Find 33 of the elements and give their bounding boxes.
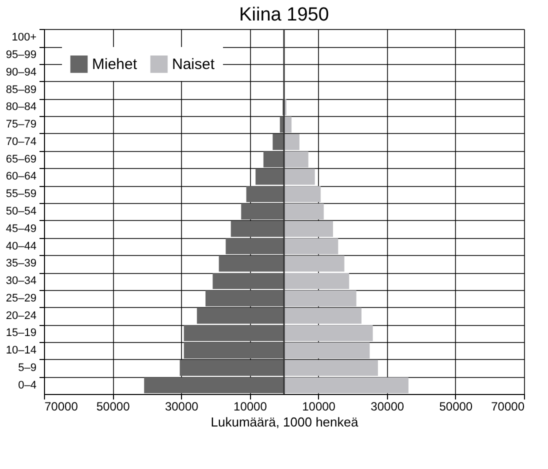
y-tick-label: 55–59 [6, 188, 36, 200]
y-tick-label: 10–14 [6, 344, 36, 357]
y-tick-label: 20–24 [6, 310, 36, 322]
x-tick-label: 30000 [370, 400, 404, 414]
y-tick-label: 70–74 [6, 136, 36, 148]
y-tick-label: 45–49 [6, 222, 36, 235]
x-tick-label: 30000 [164, 400, 199, 414]
x-tick-label: 10000 [302, 400, 336, 414]
y-tick-label: 60–64 [6, 170, 36, 183]
x-tick-label: 10000 [234, 400, 268, 414]
y-tick-label: 75–79 [6, 118, 36, 131]
y-tick-label: 50–54 [6, 206, 36, 218]
x-tick-label: 70000 [491, 400, 525, 414]
y-tick-label: 15–19 [6, 327, 36, 340]
chart-title: Kiina 1950 [239, 4, 329, 26]
x-tick-label: 50000 [439, 400, 473, 414]
y-tick-label: 95–99 [6, 49, 36, 62]
y-tick-label: 100+ [12, 32, 36, 44]
y-tick-label: 90–94 [6, 66, 36, 78]
y-tick-label: 40–44 [6, 240, 36, 252]
y-tick-label: 0–4 [18, 379, 36, 392]
y-tick-label: 65–69 [6, 153, 36, 166]
y-tick-label: 85–89 [6, 84, 36, 96]
y-tick-label: 80–84 [6, 101, 36, 114]
y-tick-label: 5–9 [18, 362, 36, 374]
y-tick-label: 35–39 [6, 258, 36, 270]
y-tick-label: 30–34 [6, 275, 36, 288]
legend-label: Naiset [172, 56, 216, 74]
x-tick-label: 70000 [44, 400, 78, 414]
x-axis-title: Lukumäärä, 1000 henkeä [210, 414, 359, 430]
legend-label: Miehet [92, 56, 138, 74]
y-tick-label: 25–29 [6, 292, 36, 304]
x-tick-label: 50000 [96, 400, 130, 414]
